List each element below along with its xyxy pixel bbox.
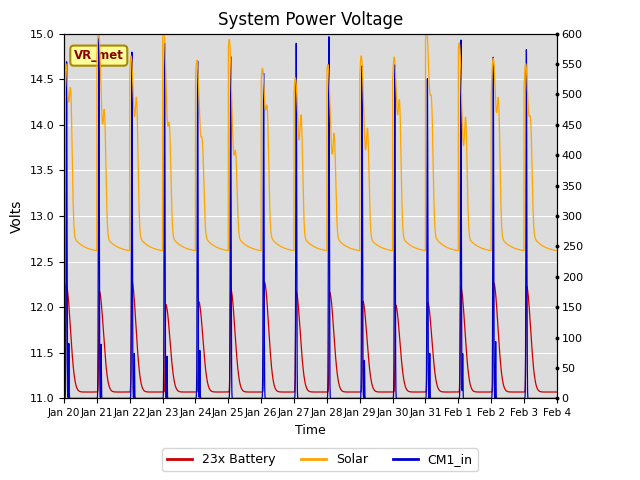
X-axis label: Time: Time	[295, 424, 326, 437]
Legend: 23x Battery, Solar, CM1_in: 23x Battery, Solar, CM1_in	[163, 448, 477, 471]
Y-axis label: Volts: Volts	[10, 199, 24, 233]
Text: VR_met: VR_met	[74, 49, 124, 62]
Title: System Power Voltage: System Power Voltage	[218, 11, 403, 29]
